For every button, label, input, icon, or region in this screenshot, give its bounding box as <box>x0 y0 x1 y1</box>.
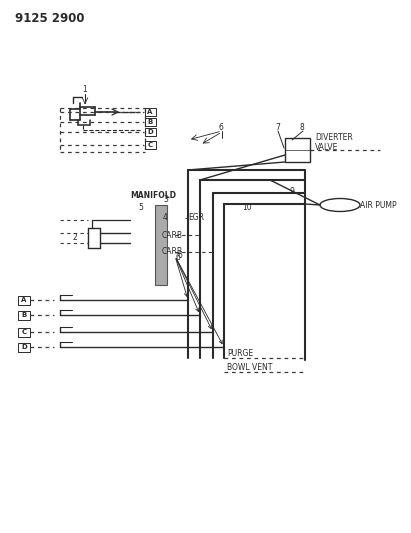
Bar <box>145 118 155 126</box>
Bar <box>145 108 155 116</box>
Text: 3: 3 <box>163 196 168 205</box>
Text: A: A <box>147 109 153 115</box>
Text: 5: 5 <box>138 204 143 213</box>
Text: 9: 9 <box>290 188 295 197</box>
Text: CARB: CARB <box>162 247 183 256</box>
Text: CARB: CARB <box>162 230 183 239</box>
Text: C: C <box>148 142 152 148</box>
Text: D: D <box>147 129 153 135</box>
Text: C: C <box>21 329 27 335</box>
Text: DIVERTER
VALVE: DIVERTER VALVE <box>315 133 353 152</box>
Text: B: B <box>21 312 27 318</box>
Text: A: A <box>21 297 27 303</box>
Text: AIR PUMP: AIR PUMP <box>360 200 397 209</box>
Text: 6: 6 <box>177 252 182 261</box>
Bar <box>18 343 30 351</box>
Bar <box>145 128 155 136</box>
Text: B: B <box>148 119 152 125</box>
Text: EGR: EGR <box>188 214 204 222</box>
Text: BOWL VENT: BOWL VENT <box>227 362 272 372</box>
Bar <box>18 327 30 336</box>
Text: 4: 4 <box>163 214 168 222</box>
Bar <box>155 205 167 285</box>
Text: 6: 6 <box>175 254 180 262</box>
Bar <box>285 138 310 162</box>
Text: 7: 7 <box>275 123 280 132</box>
Text: 9125 2900: 9125 2900 <box>15 12 85 25</box>
Bar <box>18 295 30 304</box>
Text: 1: 1 <box>82 85 87 94</box>
Text: MANIFOLD: MANIFOLD <box>130 191 176 200</box>
Text: PURGE: PURGE <box>227 349 253 358</box>
Text: D: D <box>21 344 27 350</box>
Text: 6: 6 <box>218 123 223 132</box>
Bar <box>145 141 155 149</box>
Bar <box>18 311 30 319</box>
Text: 8: 8 <box>300 123 305 132</box>
Text: 2: 2 <box>72 233 77 243</box>
Text: 10: 10 <box>242 204 252 213</box>
